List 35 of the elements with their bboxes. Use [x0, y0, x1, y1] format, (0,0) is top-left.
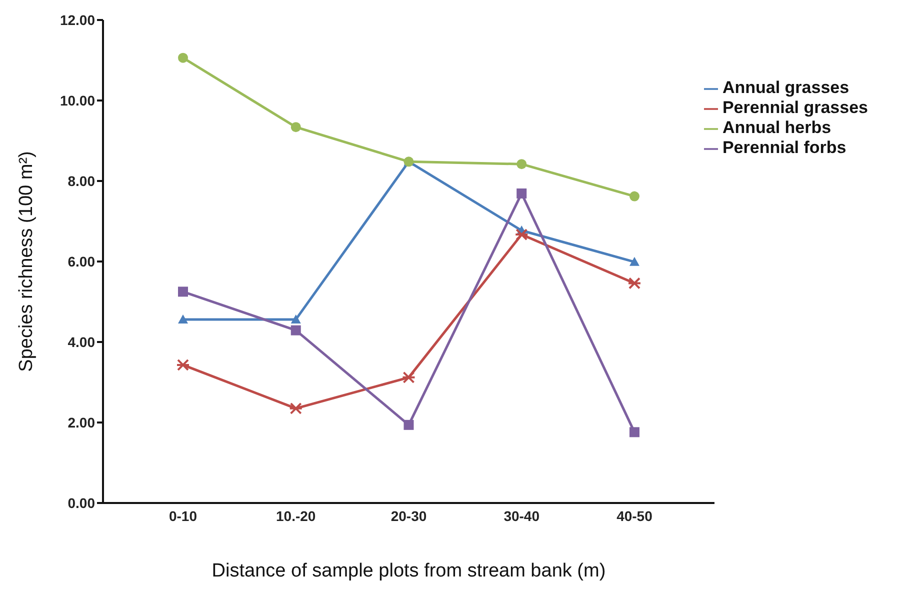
y-tick-label: 2.00: [68, 414, 96, 430]
x-tick-label: 10.-20: [276, 508, 316, 524]
point: [178, 286, 188, 297]
x-tick-label: 20-30: [390, 508, 427, 524]
point: [514, 228, 529, 241]
point: [629, 191, 640, 202]
point: [402, 371, 416, 384]
point: [627, 277, 642, 290]
legend-label: Perennial grasses: [722, 98, 868, 117]
y-axis-title: Species richness (100 m²): [16, 151, 37, 372]
legend-label: Annual grasses: [722, 78, 850, 97]
point: [629, 256, 640, 266]
point: [178, 52, 188, 63]
y-tick-label: 10.00: [60, 92, 96, 108]
x-tick-label: 30-40: [504, 508, 540, 524]
x-tick-label: 40-50: [616, 508, 653, 524]
y-tick-label: 4.00: [68, 334, 96, 350]
y-tick-label: 6.00: [68, 253, 96, 270]
point: [404, 420, 414, 430]
legend-label: Perennial forbs: [722, 138, 846, 157]
point: [516, 159, 527, 170]
y-tick-label: 12.00: [60, 12, 96, 28]
x-axis-title: Distance of sample plots from stream bank (m): [212, 560, 606, 582]
point: [629, 427, 640, 438]
x-tick-label: 0-10: [168, 508, 198, 524]
y-tick-label: 0.00: [68, 494, 96, 511]
point: [290, 314, 301, 324]
point: [288, 402, 303, 414]
legend-label: Annual herbs: [722, 118, 832, 137]
point: [176, 358, 190, 371]
point: [290, 122, 301, 132]
point: [290, 325, 301, 336]
point: [178, 314, 188, 324]
y-tick-label: 8.00: [68, 172, 96, 189]
point: [516, 188, 527, 198]
